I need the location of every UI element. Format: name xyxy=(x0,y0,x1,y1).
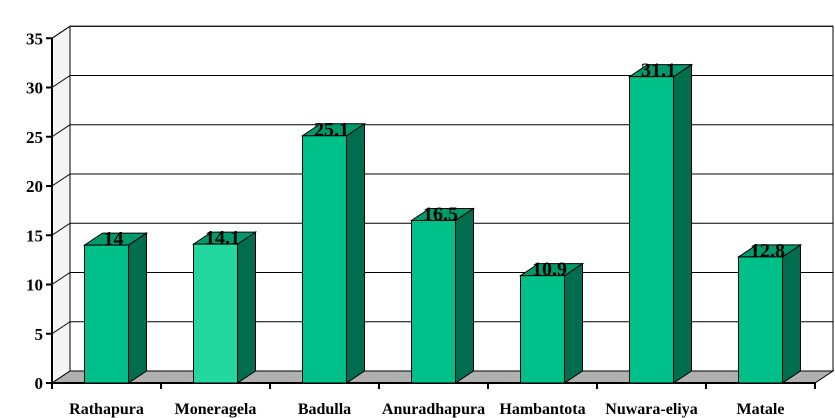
bar-side-nuwara-eliya xyxy=(673,63,692,384)
x-axis-category-labels: Rathapura Moneragela Badulla Anuradhapura Ha… xyxy=(69,401,784,418)
bar-rathapura xyxy=(84,244,129,384)
gridline-diagonal xyxy=(51,173,71,187)
bar-side-moneragela xyxy=(237,231,256,384)
y-tick-label: 25 xyxy=(26,128,43,147)
bar-side-matale xyxy=(782,243,801,384)
category-label-nuwara-eliya: Nuwara-eliya xyxy=(605,401,697,418)
bar-hambantota xyxy=(520,275,565,384)
data-label-nuwara-eliya: 31.1 xyxy=(641,60,676,82)
y-tick-label: 30 xyxy=(26,79,43,98)
bar-moneragela xyxy=(193,243,238,384)
gridline-diagonal xyxy=(51,272,71,285)
bar-badulla xyxy=(302,135,347,384)
bar-side-hambantota xyxy=(564,262,583,384)
y-tick-label: 10 xyxy=(26,276,43,295)
data-label-moneragela: 14.1 xyxy=(205,227,240,249)
y-tick-label: 35 xyxy=(26,29,43,48)
gridline-diagonal xyxy=(51,124,71,138)
data-label-matale: 12.8 xyxy=(750,240,785,262)
y-tick-label: 5 xyxy=(35,325,44,344)
category-label-hambantota: Hambantota xyxy=(499,401,585,418)
y-tick-label: 20 xyxy=(26,177,43,196)
bar-anuradhapura xyxy=(411,219,456,384)
bar-side-rathapura xyxy=(128,232,147,384)
bar-side-badulla xyxy=(346,122,365,384)
bar-side-anuradhapura xyxy=(455,207,474,384)
data-labels: 14 14.1 25.1 16.5 10.9 31.1 12.8 xyxy=(104,60,786,281)
category-label-anuradhapura: Anuradhapura xyxy=(382,401,485,418)
category-label-badulla: Badulla xyxy=(298,401,351,418)
bars xyxy=(82,63,803,384)
category-label-moneragela: Moneragela xyxy=(175,401,257,418)
data-label-anuradhapura: 16.5 xyxy=(423,203,458,225)
gridline-diagonal xyxy=(51,25,71,39)
gridline-diagonal xyxy=(51,75,71,88)
data-label-hambantota: 10.9 xyxy=(532,259,567,281)
y-axis-tick-labels: 0 5 10 15 20 25 30 35 xyxy=(26,29,43,393)
category-label-rathapura: Rathapura xyxy=(69,401,144,418)
side-wall xyxy=(51,25,71,384)
category-label-matale: Matale xyxy=(737,401,785,418)
gridline-diagonal xyxy=(51,321,71,335)
data-label-badulla: 25.1 xyxy=(314,119,349,141)
bar-nuwara-eliya xyxy=(629,76,674,384)
y-tick-label: 0 xyxy=(35,374,44,393)
data-label-rathapura: 14 xyxy=(104,228,124,250)
bar-matale xyxy=(738,256,783,384)
gridline-diagonal xyxy=(51,222,71,236)
y-tick-label: 15 xyxy=(26,226,43,245)
